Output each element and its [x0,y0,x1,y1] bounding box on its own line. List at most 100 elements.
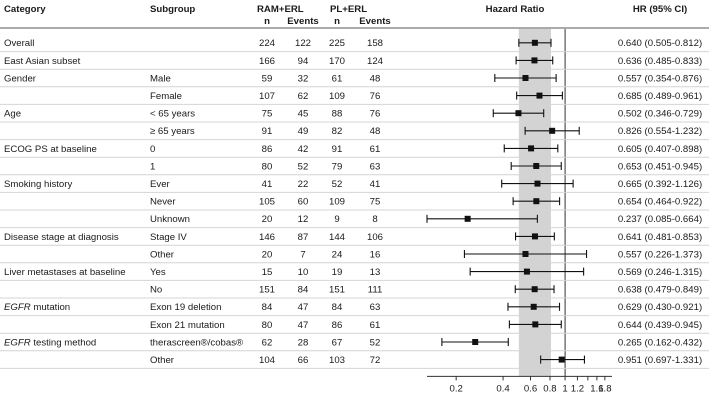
row-pl-events: 158 [367,38,383,49]
table-row: EGFR testing method therascreen®/cobas® 62… [0,337,709,352]
hr-point [531,57,538,64]
row-pl-events: 61 [370,144,381,155]
row-hr-ci: 0.502 (0.346-0.729) [618,109,702,120]
row-subgroup: Exon 19 deletion [150,302,221,313]
row-pl-events: 106 [367,232,383,243]
row-category-text: mutation [31,302,70,313]
row-ram-events: 62 [298,91,309,102]
row-subgroup: 0 [150,144,155,155]
row-pl-n: 91 [332,144,343,155]
row-subgroup: ≥ 65 years [150,126,195,137]
header-ram-group: RAM+ERL [257,4,304,15]
hr-point [472,339,479,345]
row-pl-events: 76 [370,91,381,102]
row-category: ECOG PS at baseline [4,144,97,155]
hr-point [534,180,541,187]
row-hr-ci: 0.653 (0.451-0.945) [618,161,702,172]
row-ram-n: 75 [262,109,273,120]
header-subgroup: Subgroup [150,4,195,15]
row-ram-n: 20 [262,249,273,260]
x-tick-label: 1 [562,383,567,394]
x-tick-label: 0.4 [496,383,510,394]
row-pl-events: 16 [370,249,381,260]
row-ram-n: 20 [262,214,273,225]
hr-point [515,110,522,117]
row-ram-events: 94 [298,56,309,67]
hr-point [528,145,535,152]
row-pl-events: 75 [370,197,381,208]
row-pl-events: 48 [370,126,381,137]
row-ram-events: 122 [295,38,311,49]
row-pl-n: 144 [329,232,346,243]
row-category-italic: EGFR [4,302,31,313]
table-row: Other 104 66 103 72 0.951 (0.697-1.331) [0,355,709,369]
hr-point [532,321,539,328]
row-category: Liver metastases at baseline [4,267,126,278]
table-row: No 151 84 151 111 0.638 (0.479-0.849) [0,285,709,299]
hr-point [531,286,538,293]
header-pl-group: PL+ERL [330,4,367,15]
row-hr-ci: 0.265 (0.162-0.432) [618,337,702,348]
row-pl-n: 67 [332,337,343,348]
x-tick-label: 0.8 [543,383,556,394]
table-rows: Overall 224 122 225 158 0.640 (0.505-0.812) Ea… [0,38,709,369]
row-ram-events: 49 [298,126,309,137]
row-subgroup: < 65 years [150,109,195,120]
row-category-text: East Asian subset [4,56,81,67]
hr-point [549,127,556,134]
row-ram-n: 105 [259,197,275,208]
table-row: Other 20 7 24 16 0.557 (0.226-1.373) [0,249,709,264]
row-hr-ci: 0.557 (0.354-0.876) [618,73,702,84]
x-axis: 0.20.40.60.811.21.61.8Favors RAM+ERLFavo… [427,375,612,394]
row-pl-n: 24 [332,249,343,260]
table-row: Exon 21 mutation 80 47 86 61 0.644 (0.439-0.9… [0,320,709,334]
row-ram-n: 80 [262,161,273,172]
header-ram-n: n [264,16,270,27]
row-pl-events: 124 [367,56,384,67]
row-ram-n: 41 [262,179,273,190]
row-pl-events: 61 [370,320,381,331]
header-category: Category [4,4,46,15]
table-row: Overall 224 122 225 158 0.640 (0.505-0.812) [0,38,709,53]
row-ram-n: 146 [259,232,275,243]
row-pl-events: 72 [370,355,381,366]
row-pl-events: 8 [372,214,377,225]
row-hr-ci: 0.638 (0.479-0.849) [618,285,702,296]
row-subgroup: No [150,285,162,296]
row-ram-events: 60 [298,197,309,208]
row-category: EGFR testing method [4,337,96,348]
row-ram-n: 80 [262,320,273,331]
row-ram-n: 62 [262,337,273,348]
table-row: Age < 65 years 75 45 88 76 0.502 (0.346-0.729) [0,109,709,123]
row-ram-events: 22 [298,179,309,190]
table-row: East Asian subset 166 94 170 124 0.636 (0.485… [0,56,709,70]
row-ram-events: 47 [298,302,309,313]
table-row: Smoking history Ever 41 22 52 41 0.665 (0.392-… [0,179,709,193]
row-pl-n: 19 [332,267,343,278]
row-subgroup: Ever [150,179,171,190]
row-subgroup: Never [150,197,176,208]
row-category: Smoking history [4,179,72,190]
row-ram-events: 87 [298,232,309,243]
row-ram-events: 84 [298,285,309,296]
row-subgroup: Yes [150,267,166,278]
row-ram-n: 151 [259,285,275,296]
row-category-text: Liver metastases at baseline [4,267,126,278]
table-row: Liver metastases at baseline Yes 15 10 19 13 0… [0,267,709,281]
row-ram-n: 107 [259,91,275,102]
row-pl-n: 79 [332,161,343,172]
row-pl-n: 61 [332,73,343,84]
row-subgroup: Female [150,91,182,102]
row-ram-n: 91 [262,126,273,137]
row-ram-events: 32 [298,73,309,84]
row-hr-ci: 0.665 (0.392-1.126) [618,179,702,190]
row-category-text: ECOG PS at baseline [4,144,97,155]
row-pl-n: 109 [329,197,345,208]
row-category: East Asian subset [4,56,81,67]
row-subgroup: therascreen®/cobas® [150,337,243,348]
row-hr-ci: 0.569 (0.246-1.315) [618,267,702,278]
hr-point [533,163,540,169]
row-category-italic: EGFR [4,337,31,348]
row-category-text: Disease stage at diagnosis [4,232,119,243]
header-ram-events: Events [287,16,318,27]
